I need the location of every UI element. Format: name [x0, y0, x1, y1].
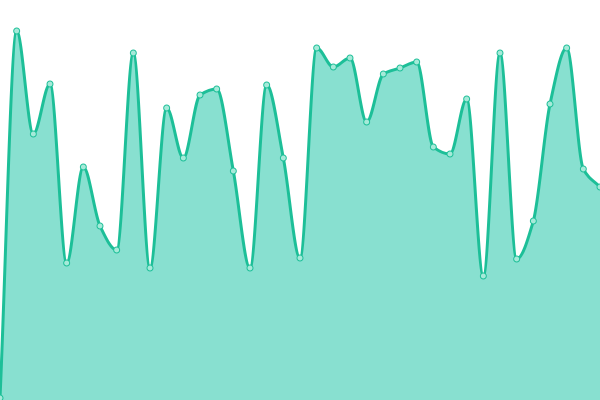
data-points [0, 27, 600, 400]
data-point [196, 91, 204, 99]
data-point [246, 264, 254, 272]
data-point [363, 118, 371, 126]
data-point [129, 49, 137, 57]
data-point [46, 80, 54, 88]
data-point [463, 95, 471, 103]
data-point [313, 44, 321, 52]
data-point [96, 222, 104, 230]
data-point [529, 217, 537, 225]
data-point [0, 394, 4, 400]
data-point [329, 63, 337, 71]
data-point [513, 255, 521, 263]
area-fill [0, 31, 600, 400]
data-point [596, 183, 600, 191]
data-point [79, 163, 87, 171]
data-point [163, 104, 171, 112]
data-point [113, 246, 121, 254]
data-point [13, 27, 21, 35]
data-point [413, 58, 421, 66]
data-point [496, 49, 504, 57]
data-point [63, 259, 71, 267]
data-point [146, 264, 154, 272]
data-point [379, 70, 387, 78]
data-point [446, 150, 454, 158]
data-point [229, 167, 237, 175]
series-line [0, 29, 600, 399]
data-point [279, 154, 287, 162]
data-point [546, 100, 554, 108]
data-point [429, 143, 437, 151]
data-point [579, 165, 587, 173]
data-point [213, 85, 221, 93]
data-point [29, 130, 37, 138]
data-point [346, 54, 354, 62]
data-point [296, 254, 304, 262]
data-point [179, 154, 187, 162]
data-point [479, 272, 487, 280]
data-point [263, 81, 271, 89]
data-point [563, 44, 571, 52]
data-point [396, 64, 404, 72]
